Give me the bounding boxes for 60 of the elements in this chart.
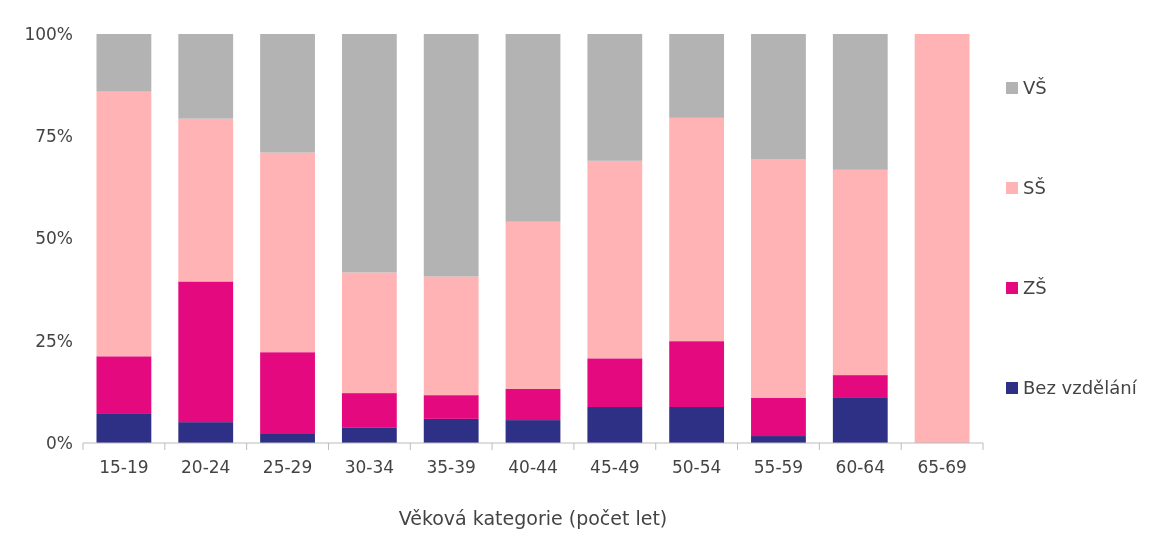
- bar: [669, 407, 725, 443]
- x-tick-label: 20-24: [181, 457, 231, 477]
- x-axis-title: Věková kategorie (počet let): [398, 507, 668, 529]
- bar: [96, 34, 152, 92]
- bar: [260, 352, 315, 434]
- legend-label: VŠ: [1023, 77, 1047, 99]
- bar: [587, 160, 643, 359]
- bar: [587, 34, 643, 161]
- bar: [178, 34, 234, 119]
- x-tick-label: 65-69: [917, 457, 967, 477]
- bar: [96, 91, 152, 357]
- x-tick-label: 40-44: [508, 457, 558, 477]
- bar: [341, 393, 397, 428]
- bar: [423, 418, 479, 443]
- x-tick-label: 45-49: [590, 457, 640, 477]
- x-tick-label: 25-29: [262, 457, 313, 477]
- bar: [832, 375, 888, 398]
- bar: [832, 34, 888, 170]
- bar: [505, 420, 561, 443]
- y-tick-label: 0%: [46, 432, 73, 453]
- bar: [751, 159, 806, 399]
- x-tick-label: 55-59: [753, 457, 804, 477]
- legend-label: SŠ: [1023, 177, 1046, 199]
- y-tick-label: 25%: [35, 330, 73, 351]
- bar: [505, 389, 561, 421]
- y-tick-label: 50%: [35, 228, 73, 249]
- bar: [669, 117, 725, 342]
- bar: [587, 407, 643, 443]
- bar: [669, 341, 725, 408]
- bar: [914, 34, 970, 443]
- bar: [832, 397, 888, 443]
- bar: [423, 34, 479, 277]
- x-tick-label: 30-34: [344, 457, 395, 477]
- bar: [751, 34, 806, 160]
- bar: [178, 422, 234, 443]
- bar: [341, 427, 397, 443]
- bar: [96, 356, 152, 414]
- bar: [832, 169, 888, 376]
- bar: [669, 34, 725, 118]
- bar: [587, 358, 643, 408]
- x-tick-label: 50-54: [671, 457, 722, 477]
- x-tick-label: 15-19: [99, 457, 149, 477]
- legend-label: Bez vzdělání: [1023, 377, 1138, 399]
- bar: [423, 276, 479, 396]
- bar: [341, 34, 397, 273]
- bar: [505, 34, 561, 222]
- bar: [178, 281, 234, 423]
- y-tick-label: 100%: [24, 23, 73, 44]
- bar: [423, 395, 479, 419]
- y-tick-label: 75%: [35, 126, 73, 147]
- bar: [96, 413, 152, 443]
- x-tick-label: 60-64: [835, 457, 885, 477]
- bar: [260, 152, 315, 353]
- bar: [260, 34, 315, 153]
- x-tick-label: 35-39: [426, 457, 476, 477]
- bar: [341, 272, 397, 394]
- bar: [178, 118, 234, 282]
- bar: [505, 221, 561, 390]
- legend-label: ZŠ: [1023, 277, 1047, 299]
- bar: [751, 398, 806, 437]
